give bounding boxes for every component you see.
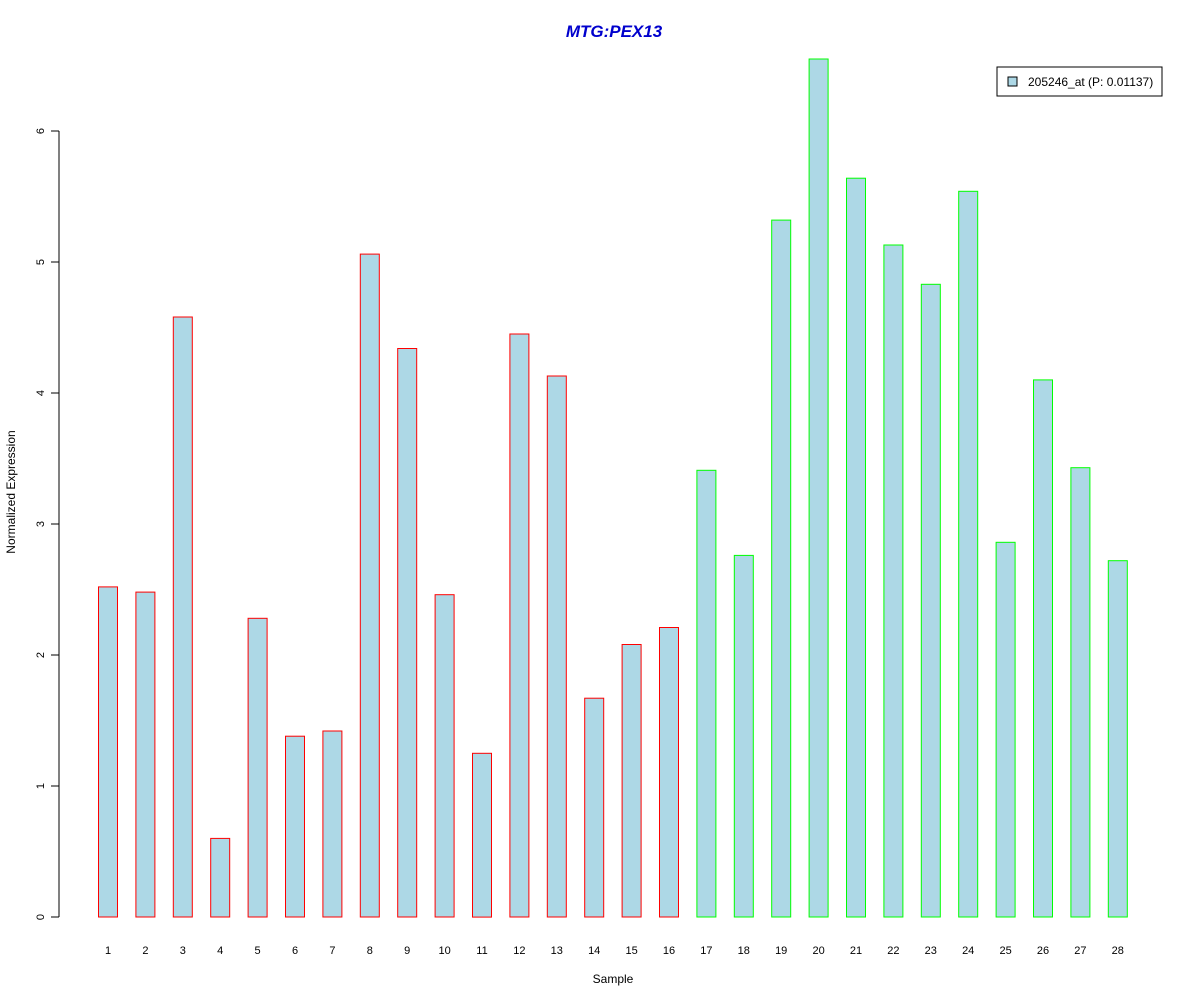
x-tick-label: 2	[142, 945, 148, 957]
y-tick-label: 5	[35, 259, 47, 265]
y-tick-label: 2	[35, 652, 47, 658]
x-tick-label: 11	[476, 945, 487, 957]
x-tick-label: 12	[513, 945, 525, 957]
x-tick-label: 20	[812, 945, 824, 957]
bar-sample-20	[808, 58, 829, 918]
bar-sample-13	[546, 375, 567, 918]
x-axis-tick-labels: 1 2 3 4 5 6 7 8 9 10 11 12 13 14 15 16 17 18 19 20 21 22 23 24 2…	[105, 945, 1124, 957]
bar-sample-7	[322, 730, 343, 918]
bar-sample-6	[285, 735, 305, 918]
x-tick-label: 1	[105, 945, 111, 957]
x-tick-label: 3	[180, 945, 186, 957]
x-tick-label: 28	[1112, 945, 1124, 957]
x-axis-label: Sample	[593, 972, 634, 986]
bar-sample-11	[472, 752, 492, 918]
x-tick-label: 10	[438, 945, 450, 957]
bar-sample-16	[659, 627, 679, 918]
legend-box	[996, 66, 1163, 97]
x-tick-label: 21	[850, 945, 862, 957]
bar-sample-21	[846, 177, 866, 918]
legend-swatch	[1007, 76, 1018, 87]
bar-sample-25	[995, 541, 1016, 918]
x-tick-label: 27	[1074, 945, 1086, 957]
bar-sample-15	[621, 644, 642, 918]
bar-sample-28	[1107, 560, 1128, 918]
x-tick-label: 25	[999, 945, 1011, 957]
x-tick-label: 24	[962, 945, 974, 957]
legend: 205246_at (P: 0.01137)	[996, 66, 1163, 97]
x-tick-label: 14	[588, 945, 600, 957]
bar-sample-23	[920, 283, 941, 918]
x-tick-label: 23	[925, 945, 937, 957]
bar-sample-26	[1033, 379, 1053, 918]
y-tick-label: 1	[35, 783, 47, 789]
x-tick-label: 26	[1037, 945, 1049, 957]
bar-sample-18	[733, 554, 754, 918]
y-axis-label: Normalized Expression	[4, 430, 18, 553]
x-tick-label: 9	[404, 945, 410, 957]
bar-sample-24	[958, 190, 979, 918]
bar-sample-2	[135, 591, 156, 918]
x-tick-label: 5	[255, 945, 261, 957]
bar-sample-5	[247, 617, 268, 918]
y-tick-label: 3	[35, 521, 47, 527]
bar-sample-1	[98, 586, 118, 918]
x-tick-label: 19	[775, 945, 787, 957]
bar-sample-8	[359, 253, 380, 918]
bar-sample-17	[696, 469, 717, 918]
x-tick-label: 17	[700, 945, 712, 957]
x-tick-label: 6	[292, 945, 298, 957]
x-tick-label: 4	[217, 945, 223, 957]
bars-group	[98, 58, 1128, 918]
bar-sample-4	[210, 837, 231, 918]
bar-sample-22	[883, 244, 904, 918]
x-tick-label: 15	[625, 945, 637, 957]
x-tick-label: 7	[329, 945, 335, 957]
bar-sample-14	[584, 697, 605, 918]
bar-sample-3	[172, 316, 193, 918]
y-axis-ticks: 0 1 2 3 4 5 6	[35, 128, 59, 920]
bar-sample-27	[1070, 467, 1091, 918]
x-tick-label: 13	[551, 945, 563, 957]
legend-label: 205246_at (P: 0.01137)	[1028, 75, 1153, 89]
x-tick-label: 22	[887, 945, 899, 957]
y-tick-label: 4	[35, 390, 47, 396]
bar-sample-10	[434, 594, 455, 918]
y-tick-label: 6	[35, 128, 47, 134]
bar-sample-12	[509, 333, 530, 918]
x-tick-label: 8	[367, 945, 373, 957]
bar-sample-9	[397, 348, 418, 918]
x-tick-label: 16	[663, 945, 675, 957]
chart-title: MTG:PEX13	[566, 22, 663, 41]
x-tick-label: 18	[738, 945, 750, 957]
y-tick-label: 0	[35, 914, 47, 920]
bar-sample-19	[771, 219, 792, 918]
